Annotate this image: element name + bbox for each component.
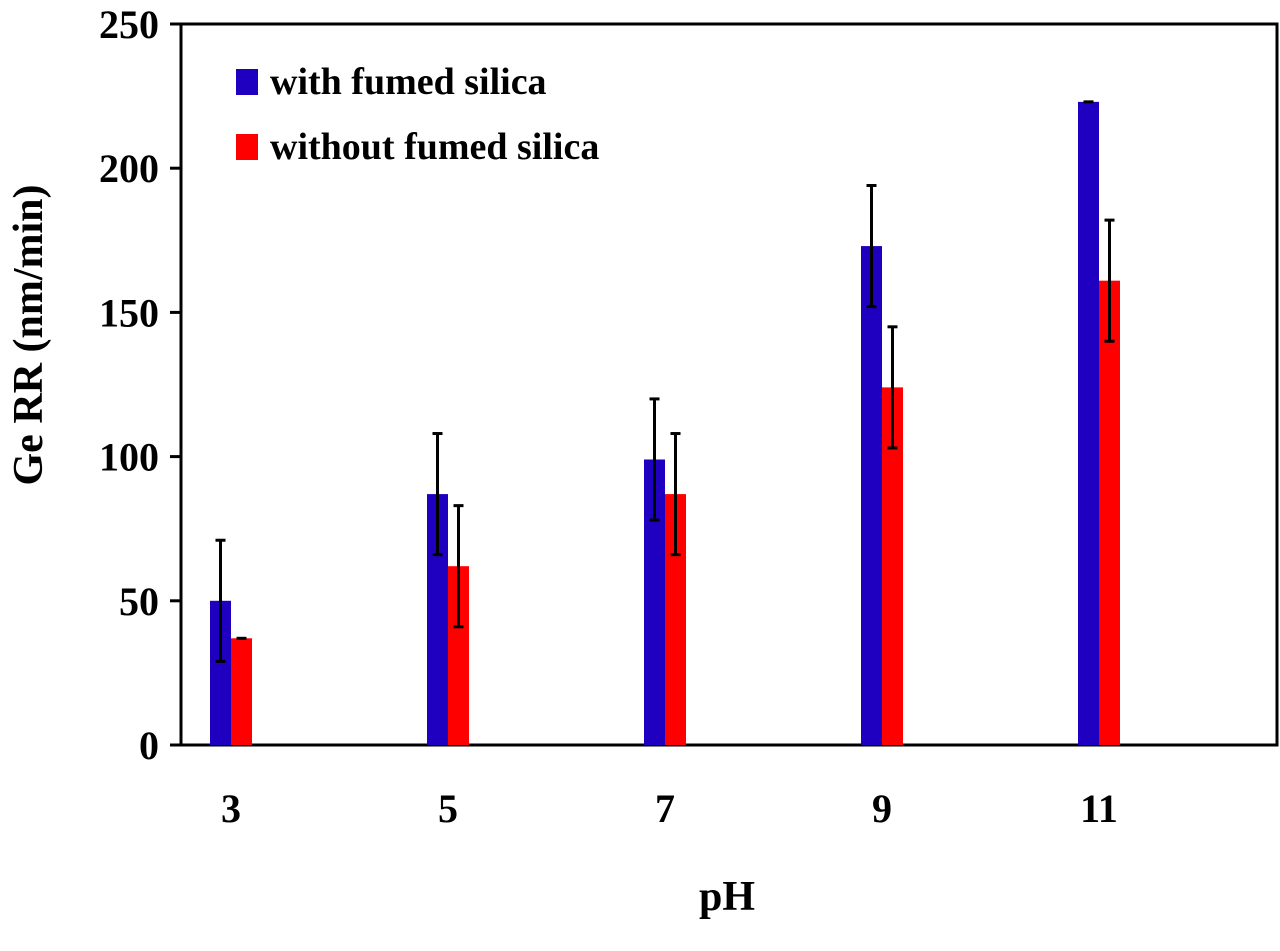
legend-label-without-fumed-silica: without fumed silica [270, 126, 599, 168]
bar-without-silica-ph-9 [882, 387, 903, 745]
error-bar-with-silica-ph-9 [866, 184, 877, 309]
x-axis-title: pH [699, 874, 755, 920]
x-tick-label-0: 3 [221, 786, 241, 831]
bars [210, 101, 1120, 746]
y-ticks [170, 22, 181, 747]
y-tick-labels: 0 50 100 150 200 250 [99, 2, 159, 768]
error-bar-without-silica-ph-9 [887, 325, 898, 450]
y-axis-title: Ge RR (nm/min) [6, 185, 52, 486]
x-tick-labels: 3 5 7 9 11 [221, 786, 1118, 831]
error-bar-without-silica-ph-5 [453, 504, 464, 629]
legend-swatch-without-fumed-silica [236, 134, 258, 160]
y-tick-label-1: 50 [119, 579, 159, 624]
plot-frame [179, 22, 1279, 747]
bar-with-silica-ph-11 [1078, 101, 1099, 746]
error-bar-with-silica-ph-5 [432, 432, 443, 557]
bar-without-silica-ph-7 [665, 494, 686, 745]
error-bar-with-silica-ph-7 [649, 397, 660, 522]
x-tick-label-1: 5 [438, 786, 458, 831]
x-tick-label-2: 7 [655, 786, 675, 831]
bar-with-silica-ph-7 [644, 459, 665, 745]
legend-label-with-fumed-silica: with fumed silica [270, 61, 547, 103]
bar-without-silica-ph-5 [448, 566, 469, 745]
y-tick-label-3: 150 [99, 290, 159, 335]
bar-without-silica-ph-11 [1099, 280, 1120, 745]
legend: with fumed silica without fumed silica [236, 61, 599, 168]
y-tick-label-2: 100 [99, 435, 159, 480]
bar-with-silica-ph-9 [861, 246, 882, 745]
y-tick-label-0: 0 [139, 723, 159, 768]
error-bar-without-silica-ph-7 [670, 432, 681, 557]
error-bars [215, 100, 1115, 663]
y-tick-label-4: 200 [99, 146, 159, 191]
x-tick-label-4: 11 [1080, 786, 1118, 831]
bar-with-silica-ph-3 [210, 600, 231, 745]
bar-with-silica-ph-5 [427, 494, 448, 745]
x-tick-label-3: 9 [872, 786, 892, 831]
error-bar-with-silica-ph-3 [215, 538, 226, 663]
legend-swatch-with-fumed-silica [236, 69, 258, 95]
y-tick-label-5: 250 [99, 2, 159, 47]
error-bar-without-silica-ph-11 [1104, 218, 1115, 343]
bar-without-silica-ph-3 [231, 638, 252, 745]
